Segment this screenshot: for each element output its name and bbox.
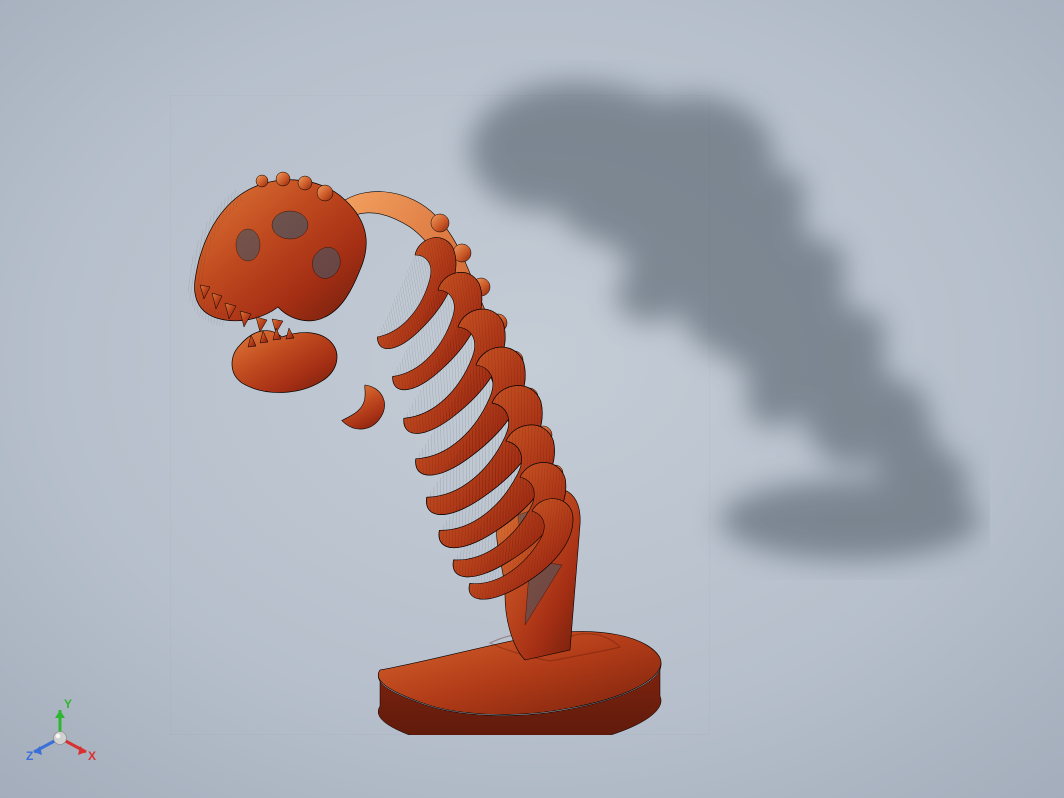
model-container xyxy=(0,0,1064,798)
orientation-triad[interactable]: Z X Y xyxy=(20,698,100,778)
axis-z-label: Z xyxy=(26,749,33,763)
trex-model xyxy=(170,95,710,735)
spine xyxy=(345,192,565,523)
triad-origin xyxy=(54,732,67,745)
model-shadow xyxy=(430,60,990,580)
axis-y-label: Y xyxy=(64,697,72,711)
support-bracket xyxy=(497,489,581,660)
axis-x-label: X xyxy=(88,749,96,763)
cad-viewport[interactable]: Z X Y xyxy=(0,0,1064,798)
base-plate xyxy=(378,632,661,735)
rib-set xyxy=(341,233,576,600)
skull xyxy=(195,172,367,393)
arm xyxy=(341,381,391,436)
